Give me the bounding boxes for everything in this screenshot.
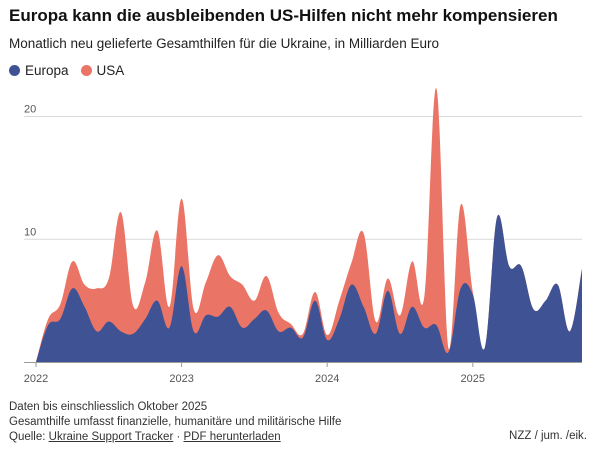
chart-plot: 10 20 2022 2023 2024 2025 xyxy=(24,87,582,385)
areas xyxy=(36,87,582,362)
y-tick-label-20: 20 xyxy=(24,104,36,116)
source-separator: · xyxy=(173,431,184,443)
chart-title: Europa kann die ausbleibenden US-Hilfen … xyxy=(9,6,558,25)
pdf-download-link[interactable]: PDF herunterladen xyxy=(183,431,281,443)
legend-swatch-europa xyxy=(9,65,20,76)
legend-item-usa: USA xyxy=(80,63,125,78)
chart-subtitle: Monatlich neu gelieferte Gesamthilfen fü… xyxy=(9,36,439,51)
legend: Europa USA xyxy=(9,63,136,78)
footnote-definition: Gesamthilfe umfasst finanzielle, humanit… xyxy=(9,416,342,428)
x-tick-label-2024: 2024 xyxy=(315,373,339,385)
x-tick-label-2023: 2023 xyxy=(169,373,193,385)
source-prefix: Quelle: xyxy=(9,431,49,443)
source-line: Quelle: Ukraine Support Tracker · PDF he… xyxy=(9,430,341,445)
legend-label-europa: Europa xyxy=(25,63,69,78)
x-tick-label-2025: 2025 xyxy=(461,373,485,385)
legend-item-europa: Europa xyxy=(9,63,69,78)
series-area-usa xyxy=(36,87,582,362)
credit: NZZ / jum. /eik. xyxy=(509,430,587,442)
footer: Daten bis einschliesslich Oktober 2025 G… xyxy=(9,400,341,445)
footnote-date: Daten bis einschliesslich Oktober 2025 xyxy=(9,401,208,413)
legend-label-usa: USA xyxy=(96,63,125,78)
series-area-europa xyxy=(36,214,582,362)
x-tick-label-2022: 2022 xyxy=(24,373,48,385)
legend-swatch-usa xyxy=(80,65,92,76)
y-tick-label-10: 10 xyxy=(24,226,36,238)
source-link[interactable]: Ukraine Support Tracker xyxy=(48,431,174,443)
x-axis: 2022 2023 2024 2025 xyxy=(24,362,582,385)
